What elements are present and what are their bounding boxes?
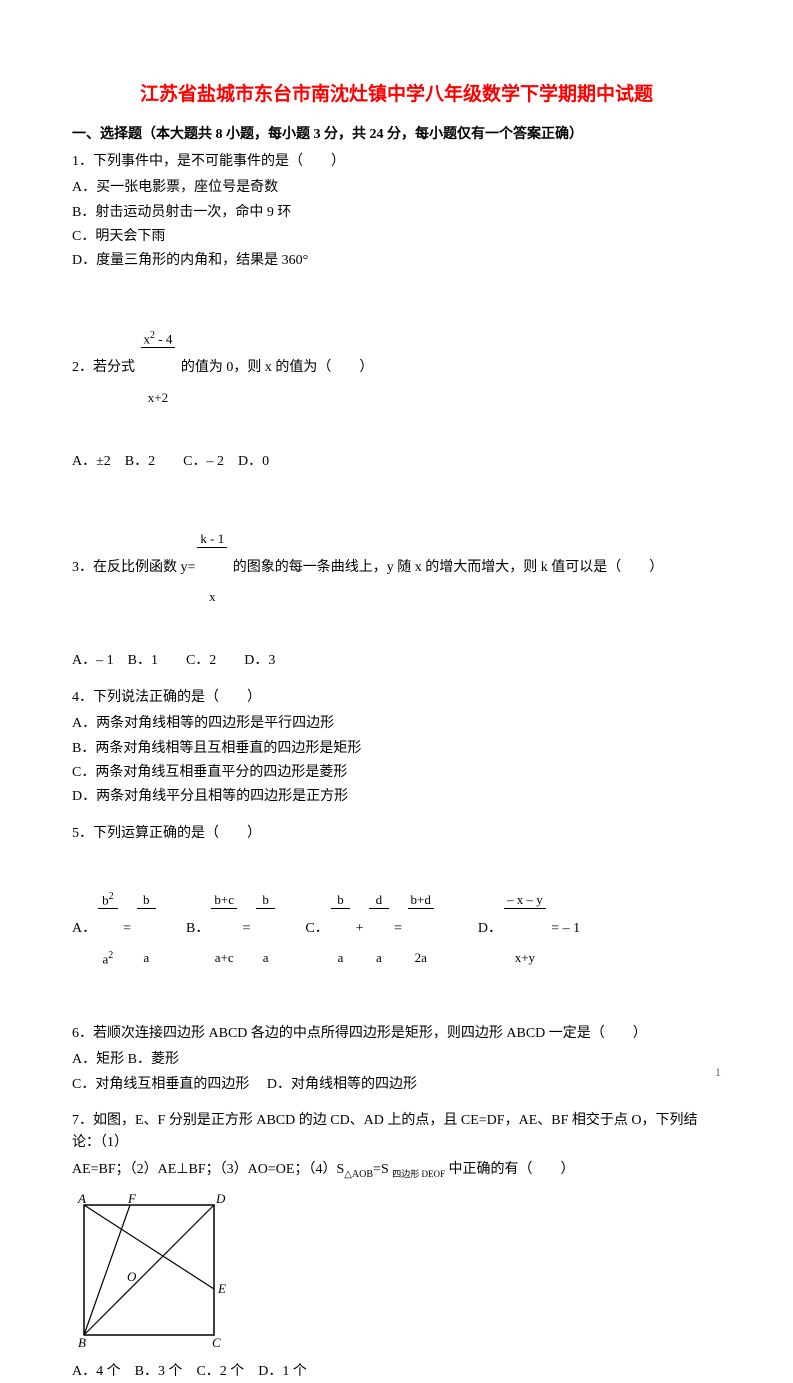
q5-d-f1d: x+y [504, 950, 546, 966]
q6-opts-cd: C．对角线互相垂直的四边形 D．对角线相等的四边形 [72, 1074, 721, 1096]
q7-options: A．4 个 B．3 个 C．2 个 D．1 个 [72, 1361, 721, 1383]
q5-a-frac2: b a [137, 850, 157, 1007]
question-1: 1．下列事件中，是不可能事件的是（ ） A．买一张电影票，座位号是奇数 B．射击… [72, 151, 721, 273]
q5-c-f3d: 2a [408, 950, 434, 966]
q5-c-f1n: b [331, 892, 351, 909]
q4-opt-a: A．两条对角线相等的四边形是平行四边形 [72, 713, 721, 735]
exam-title: 江苏省盐城市东台市南沈灶镇中学八年级数学下学期期中试题 [72, 80, 721, 110]
q5-b-f1d: a+c [211, 950, 237, 966]
q4-stem: 4．下列说法正确的是（ ） [72, 687, 721, 709]
q5-c-f1d: a [331, 950, 351, 966]
q2-frac-num-post: - 4 [155, 332, 172, 347]
q5-c-plus: + [352, 918, 367, 940]
q5-b-frac1: b+c a+c [211, 850, 237, 1007]
square-diagram: A F D E B C O [72, 1189, 242, 1349]
q3-pre: 3．在反比例函数 [72, 557, 181, 579]
q5-a-f2n: b [137, 892, 157, 909]
q7-s2-mid: =S [373, 1162, 392, 1177]
q7-s2-pre: AE=BF；（2）AE⊥BF；（3）AO=OE；（4）S [72, 1162, 344, 1177]
q2-stem: 2．若分式 x2 - 4 x+2 的值为 0，则 x 的值为（ ） [72, 289, 721, 447]
q3-options: A．– 1 B．1 C．2 D．3 [72, 650, 721, 672]
q7-stem-line2: AE=BF；（2）AE⊥BF；（3）AO=OE；（4）S△AOB=S 四边形 D… [72, 1159, 721, 1183]
question-5: 5．下列运算正确的是（ ） A． b2 a2 = b a B． b+c a+c … [72, 823, 721, 1009]
q5-c-frac2: d a [369, 850, 389, 1007]
label-b: B [78, 1335, 86, 1349]
section-1-header: 一、选择题（本大题共 8 小题，每小题 3 分，共 24 分，每小题仅有一个答案… [72, 124, 721, 146]
q5-c-eq: = [391, 918, 406, 940]
label-f: F [127, 1191, 137, 1206]
label-c: C [212, 1335, 221, 1349]
q5-d-f1n: – x – y [504, 892, 546, 909]
q5-b-frac2: b a [256, 850, 276, 1007]
q2-frac-den: x+2 [141, 390, 176, 406]
q5-b-f2d: a [256, 950, 276, 966]
label-a: A [77, 1191, 86, 1206]
question-3: 3．在反比例函数 y= k - 1 x 的图象的每一条曲线上，y 随 x 的增大… [72, 489, 721, 672]
q1-stem: 1．下列事件中，是不可能事件的是（ ） [72, 151, 721, 173]
q5-c-f2n: d [369, 892, 389, 909]
q5-a-f1e: 2 [109, 891, 114, 902]
q4-opt-b: B．两条对角线相等且互相垂直的四边形是矩形 [72, 738, 721, 760]
q5-a-pre: A． [72, 918, 96, 940]
q5-a-eq: = [120, 918, 135, 940]
q5-c-frac3: b+d 2a [408, 850, 434, 1007]
question-6: 6．若顺次连接四边形 ABCD 各边的中点所得四边形是矩形，则四边形 ABCD … [72, 1023, 721, 1096]
q5-c-frac1: b a [331, 850, 351, 1007]
q2-post: 的值为 0，则 x 的值为（ ） [177, 357, 373, 379]
q5-c-f3n: b+d [408, 892, 434, 909]
q5-b-pre: B． [158, 918, 209, 940]
q5-b-f1n: b+c [211, 892, 237, 909]
q5-b-eq: = [239, 918, 254, 940]
q3-frac-num: k - 1 [197, 531, 227, 548]
q5-b-f2n: b [256, 892, 276, 909]
q2-options: A．±2 B．2 C．– 2 D．0 [72, 451, 721, 473]
q6-stem: 6．若顺次连接四边形 ABCD 各边的中点所得四边形是矩形，则四边形 ABCD … [72, 1023, 721, 1045]
label-o: O [127, 1269, 137, 1284]
label-e: E [217, 1281, 226, 1296]
q5-a-frac1: b2 a2 [98, 849, 118, 1009]
q5-c-f2d: a [369, 950, 389, 966]
q3-y: y= [181, 557, 196, 579]
label-d: D [215, 1191, 226, 1206]
q7-s2-post: 中正确的有（ ） [445, 1162, 575, 1177]
q3-frac-den: x [197, 589, 227, 605]
q3-post: 的图象的每一条曲线上，y 随 x 的增大而增大，则 k 值可以是（ ） [229, 557, 663, 579]
q5-d-pre: D． [436, 918, 502, 940]
q4-opt-d: D．两条对角线平分且相等的四边形是正方形 [72, 786, 721, 808]
question-4: 4．下列说法正确的是（ ） A．两条对角线相等的四边形是平行四边形 B．两条对角… [72, 687, 721, 809]
q5-d-eq: = – 1 [548, 918, 580, 940]
q1-opt-c: C．明天会下雨 [72, 226, 721, 248]
q1-opt-d: D．度量三角形的内角和，结果是 360° [72, 250, 721, 272]
q1-opt-b: B．射击运动员射击一次，命中 9 环 [72, 202, 721, 224]
q5-options: A． b2 a2 = b a B． b+c a+c = b a C． b a +… [72, 849, 721, 1009]
q7-stem-line1: 7．如图，E、F 分别是正方形 ABCD 的边 CD、AD 上的点，且 CE=D… [72, 1110, 721, 1155]
q3-stem: 3．在反比例函数 y= k - 1 x 的图象的每一条曲线上，y 随 x 的增大… [72, 489, 721, 646]
q5-stem: 5．下列运算正确的是（ ） [72, 823, 721, 845]
q7-diagram: A F D E B C O [72, 1189, 721, 1357]
q4-opt-c: C．两条对角线互相垂直平分的四边形是菱形 [72, 762, 721, 784]
q5-a-f2d: a [137, 950, 157, 966]
page-number: 1 [715, 1063, 721, 1082]
question-7: 7．如图，E、F 分别是正方形 ABCD 的边 CD、AD 上的点，且 CE=D… [72, 1110, 721, 1383]
q2-pre: 2．若分式 [72, 357, 139, 379]
q7-s2-sub2: 四边形 DEOF [392, 1169, 445, 1179]
q1-opt-a: A．买一张电影票，座位号是奇数 [72, 177, 721, 199]
question-2: 2．若分式 x2 - 4 x+2 的值为 0，则 x 的值为（ ） A．±2 B… [72, 289, 721, 474]
q6-opts-ab: A．矩形 B．菱形 [72, 1049, 721, 1071]
q5-d-frac: – x – y x+y [504, 850, 546, 1007]
q3-fraction: k - 1 x [197, 489, 227, 646]
q2-fraction: x2 - 4 x+2 [141, 289, 176, 447]
q7-s2-sub1: △AOB [344, 1169, 373, 1180]
q5-c-pre: C． [277, 918, 328, 940]
q5-a-f1de: 2 [108, 950, 113, 961]
